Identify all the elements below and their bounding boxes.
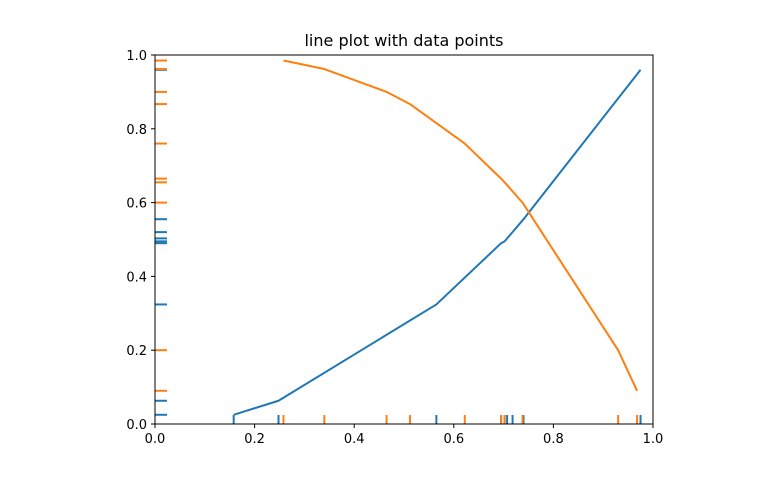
y-axis: 0.0 0.2 0.4 0.6 0.8 1.0 <box>126 49 155 433</box>
y-tick-label: 0.0 <box>126 418 147 433</box>
x-tick-label: 0.8 <box>543 432 564 447</box>
plot-area <box>155 59 642 424</box>
x-tick-label: 0.6 <box>443 432 464 447</box>
axes-frame <box>154 54 654 425</box>
series-1-line <box>233 69 642 416</box>
y-tick-label: 1.0 <box>126 49 147 64</box>
chart-title: line plot with data points <box>304 31 503 50</box>
y-tick-label: 0.8 <box>126 123 147 138</box>
x-tick-label: 0.0 <box>145 432 166 447</box>
series-2-line <box>283 59 638 392</box>
x-axis: 0.0 0.2 0.4 0.6 0.8 1.0 <box>145 424 664 447</box>
x-tick-label: 0.4 <box>344 432 365 447</box>
y-tick-label: 0.2 <box>126 344 147 359</box>
x-tick-label: 1.0 <box>643 432 664 447</box>
y-tick-label: 0.6 <box>126 197 147 212</box>
y-tick-label: 0.4 <box>126 270 147 285</box>
x-tick-label: 0.2 <box>244 432 265 447</box>
